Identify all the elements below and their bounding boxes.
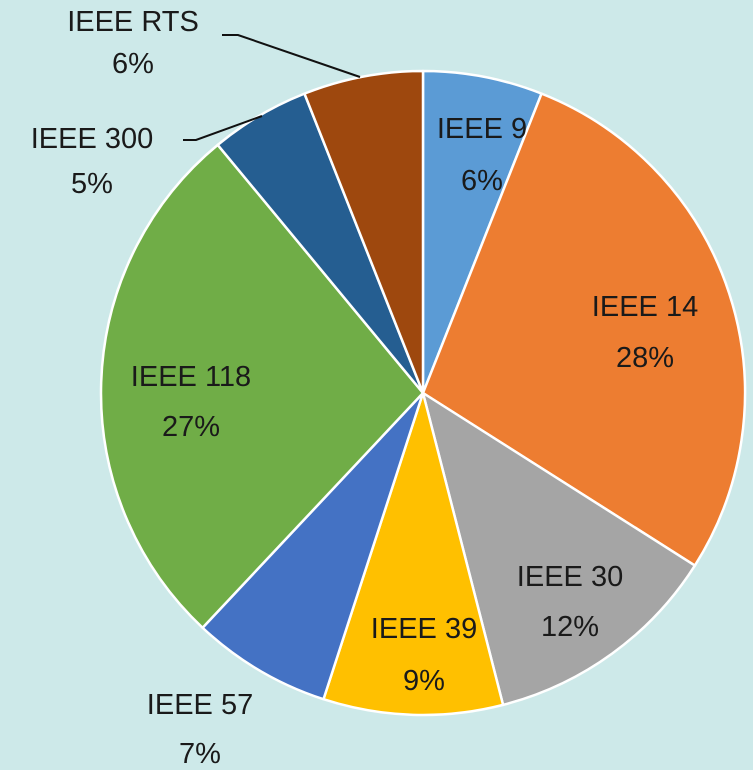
slice-labels: IEEE 9 6% IEEE 14 28% IEEE 30 12% IEEE 39 9% IEE… (31, 6, 698, 770)
slice-value-ieee-30: 12% (541, 611, 599, 643)
pie-slice-ieee-9 (421, 69, 543, 395)
slice-value-ieee-39: 9% (403, 665, 445, 697)
pie-slice-ieee-57 (201, 391, 425, 701)
slice-label-ieee-118: IEEE 118 (131, 361, 251, 393)
slice-value-ieee-14: 28% (616, 342, 674, 374)
slice-value-ieee-118: 27% (162, 411, 220, 443)
slice-label-ieee-57: IEEE 57 (147, 689, 253, 721)
pie-slice-ieee-39 (322, 391, 505, 717)
slice-value-ieee-rts: 6% (112, 48, 154, 80)
slice-value-ieee-300: 5% (71, 168, 113, 200)
leader-line-ieee-300 (183, 115, 263, 141)
pie-slice-ieee-rts (303, 69, 425, 395)
slice-value-ieee-9: 6% (461, 165, 503, 197)
slice-label-ieee-rts: IEEE RTS (67, 6, 199, 38)
slice-label-ieee-9: IEEE 9 (437, 113, 527, 145)
slice-label-ieee-30: IEEE 30 (517, 561, 623, 593)
leader-line-ieee-rts (222, 34, 361, 78)
slice-label-ieee-300: IEEE 300 (31, 123, 154, 155)
pie-slice-ieee-30 (421, 391, 697, 707)
pie-slice-ieee-118 (99, 143, 425, 629)
slice-label-ieee-14: IEEE 14 (592, 291, 698, 323)
pie-slice-ieee-14 (421, 92, 747, 567)
leader-lines (183, 34, 361, 141)
slice-label-ieee-39: IEEE 39 (371, 613, 477, 645)
slice-value-ieee-57: 7% (179, 738, 221, 770)
pie-slices (99, 69, 747, 717)
